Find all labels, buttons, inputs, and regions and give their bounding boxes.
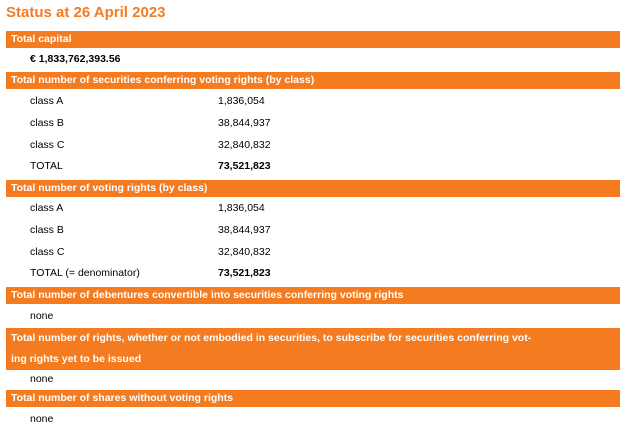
voting-row-label: class A: [30, 202, 64, 214]
voting-row-label: class B: [30, 224, 64, 236]
securities-row-label: class B: [30, 117, 64, 129]
section-header-securities: Total number of securities conferring vo…: [6, 72, 620, 89]
shares-value: none: [30, 413, 54, 425]
securities-row-label: class C: [30, 139, 65, 151]
rights-header-line-2: ing rights yet to be issued: [11, 353, 142, 365]
voting-total-label: TOTAL (= denominator): [30, 267, 140, 279]
voting-total-value: 73,521,823: [218, 267, 271, 279]
voting-row-value: 32,840,832: [218, 246, 271, 258]
page-title: Status at 26 April 2023: [6, 4, 166, 21]
voting-row-value: 1,836,054: [218, 202, 265, 214]
total-capital-value: € 1,833,762,393.56: [30, 53, 121, 65]
rights-header-line-1: Total number of rights, whether or not e…: [11, 332, 532, 344]
securities-row-value: 38,844,937: [218, 117, 271, 129]
securities-row-value: 32,840,832: [218, 139, 271, 151]
section-header-total-capital: Total capital: [6, 31, 620, 48]
securities-row-label: class A: [30, 95, 64, 107]
section-header-rights: Total number of rights, whether or not e…: [6, 328, 620, 370]
securities-row-value: 1,836,054: [218, 95, 265, 107]
debentures-value: none: [30, 310, 54, 322]
voting-row-label: class C: [30, 246, 65, 258]
voting-row-value: 38,844,937: [218, 224, 271, 236]
section-header-shares: Total number of shares without voting ri…: [6, 390, 620, 407]
securities-total-label: TOTAL: [30, 160, 63, 172]
section-header-voting-rights: Total number of voting rights (by class): [6, 180, 620, 197]
section-header-debentures: Total number of debentures convertible i…: [6, 287, 620, 304]
securities-total-value: 73,521,823: [218, 160, 271, 172]
rights-value: none: [30, 373, 54, 385]
